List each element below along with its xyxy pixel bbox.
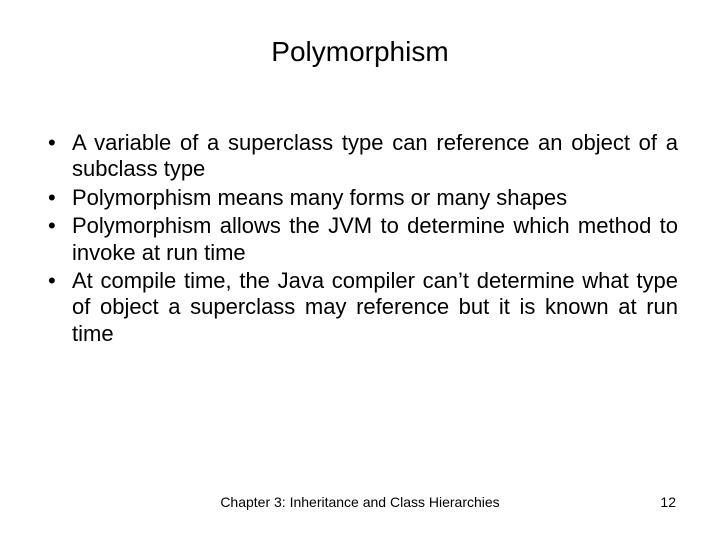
slide: Polymorphism A variable of a superclass … — [0, 0, 720, 540]
slide-title: Polymorphism — [0, 36, 720, 68]
list-item: A variable of a superclass type can refe… — [42, 130, 678, 183]
bullet-list: A variable of a superclass type can refe… — [42, 130, 678, 347]
footer-chapter: Chapter 3: Inheritance and Class Hierarc… — [0, 494, 720, 510]
slide-body: A variable of a superclass type can refe… — [42, 130, 678, 349]
footer-page-number: 12 — [660, 494, 676, 510]
list-item: Polymorphism allows the JVM to determine… — [42, 213, 678, 266]
list-item: Polymorphism means many forms or many sh… — [42, 185, 678, 211]
list-item: At compile time, the Java compiler can’t… — [42, 268, 678, 347]
